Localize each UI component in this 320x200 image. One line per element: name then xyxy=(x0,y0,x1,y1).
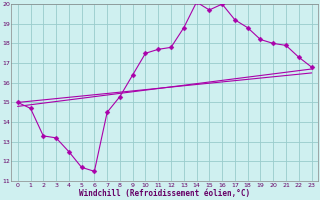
X-axis label: Windchill (Refroidissement éolien,°C): Windchill (Refroidissement éolien,°C) xyxy=(79,189,250,198)
